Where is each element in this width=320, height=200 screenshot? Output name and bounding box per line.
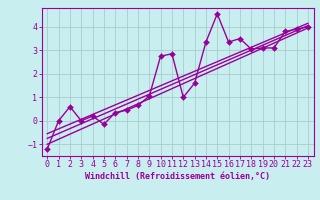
X-axis label: Windchill (Refroidissement éolien,°C): Windchill (Refroidissement éolien,°C)	[85, 172, 270, 181]
